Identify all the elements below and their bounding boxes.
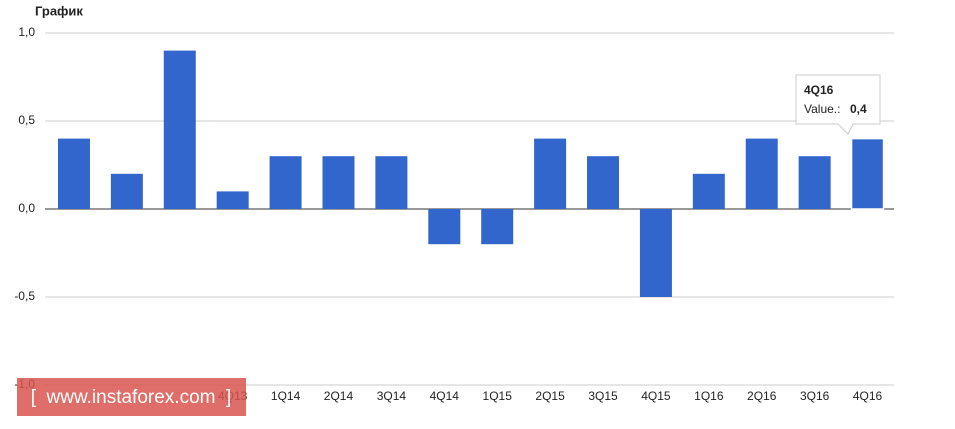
watermark: [ www.instaforex.com ]: [31, 387, 232, 408]
bar: [587, 156, 620, 209]
tooltip-label: Value.:: [804, 102, 840, 116]
y-tick-label: 0,0: [18, 201, 35, 215]
bar: [428, 209, 461, 245]
x-tick-label: 4Q15: [641, 389, 671, 403]
x-tick-label: 2Q15: [535, 389, 565, 403]
x-tick-label: 4Q16: [853, 389, 883, 403]
y-tick-label: 1,0: [18, 25, 35, 39]
x-tick-label: 3Q15: [588, 389, 618, 403]
bar: [216, 191, 249, 209]
x-tick-label: 1Q14: [271, 389, 301, 403]
x-tick-label: 2Q14: [324, 389, 354, 403]
y-tick-label: -0,5: [14, 289, 35, 303]
bar: [375, 156, 408, 209]
bar: [798, 156, 831, 209]
x-tick-label: 3Q14: [377, 389, 407, 403]
bar: [110, 173, 143, 209]
bar: [639, 209, 672, 297]
x-tick-label: 4Q14: [430, 389, 460, 403]
x-tick-label: 2Q16: [747, 389, 777, 403]
bar: [534, 138, 567, 209]
x-tick-label: 1Q16: [694, 389, 724, 403]
tooltip: 4Q16 Value.: 0,4: [795, 74, 881, 135]
bar: [269, 156, 302, 209]
chart-title: График: [35, 3, 83, 18]
watermark-bg: [17, 378, 246, 416]
bar: [850, 137, 885, 210]
tooltip-value: 0,4: [850, 102, 867, 116]
bar: [163, 50, 196, 209]
bar: [481, 209, 514, 245]
tooltip-box: [795, 74, 881, 135]
bar: [745, 138, 778, 209]
x-tick-label: 3Q16: [800, 389, 830, 403]
tooltip-title: 4Q16: [804, 83, 834, 97]
bar: [692, 173, 725, 209]
x-tick-label: 1Q15: [483, 389, 513, 403]
bar: [322, 156, 355, 209]
y-tick-label: 0,5: [18, 113, 35, 127]
bar: [57, 138, 90, 209]
